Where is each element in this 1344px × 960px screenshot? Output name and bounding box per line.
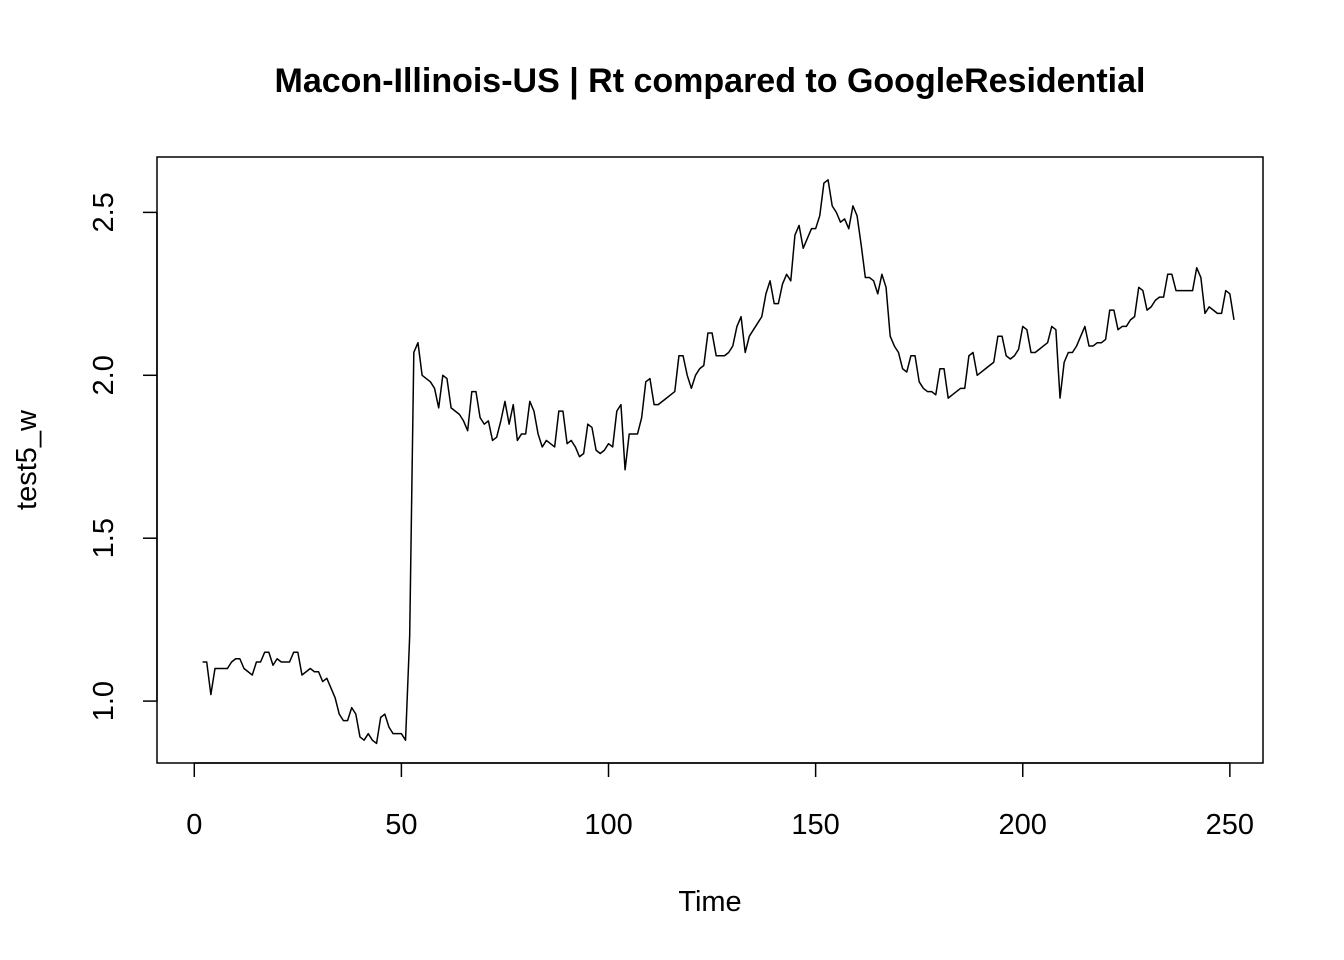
x-tick-label: 50 bbox=[385, 809, 417, 841]
x-tick-label: 250 bbox=[1206, 809, 1254, 841]
x-tick-label: 0 bbox=[186, 809, 202, 841]
y-tick-label: 1.0 bbox=[88, 681, 120, 721]
y-axis: 1.0 1.5 2.0 2.5 bbox=[88, 192, 158, 721]
y-axis-label: test5_w bbox=[11, 409, 43, 510]
y-tick-label: 2.0 bbox=[88, 355, 120, 395]
chart-title: Macon-Illinois-US | Rt compared to Googl… bbox=[275, 62, 1146, 100]
y-tick-label: 1.5 bbox=[88, 518, 120, 558]
x-axis-label: Time bbox=[678, 886, 741, 918]
y-tick-label: 2.5 bbox=[88, 192, 120, 232]
x-tick-label: 100 bbox=[584, 809, 632, 841]
plot-frame bbox=[156, 156, 1264, 764]
x-tick-label: 200 bbox=[999, 809, 1047, 841]
series-line bbox=[202, 179, 1235, 745]
x-tick-label: 150 bbox=[791, 809, 839, 841]
x-axis: 0 50 100 150 200 250 bbox=[186, 762, 1254, 841]
